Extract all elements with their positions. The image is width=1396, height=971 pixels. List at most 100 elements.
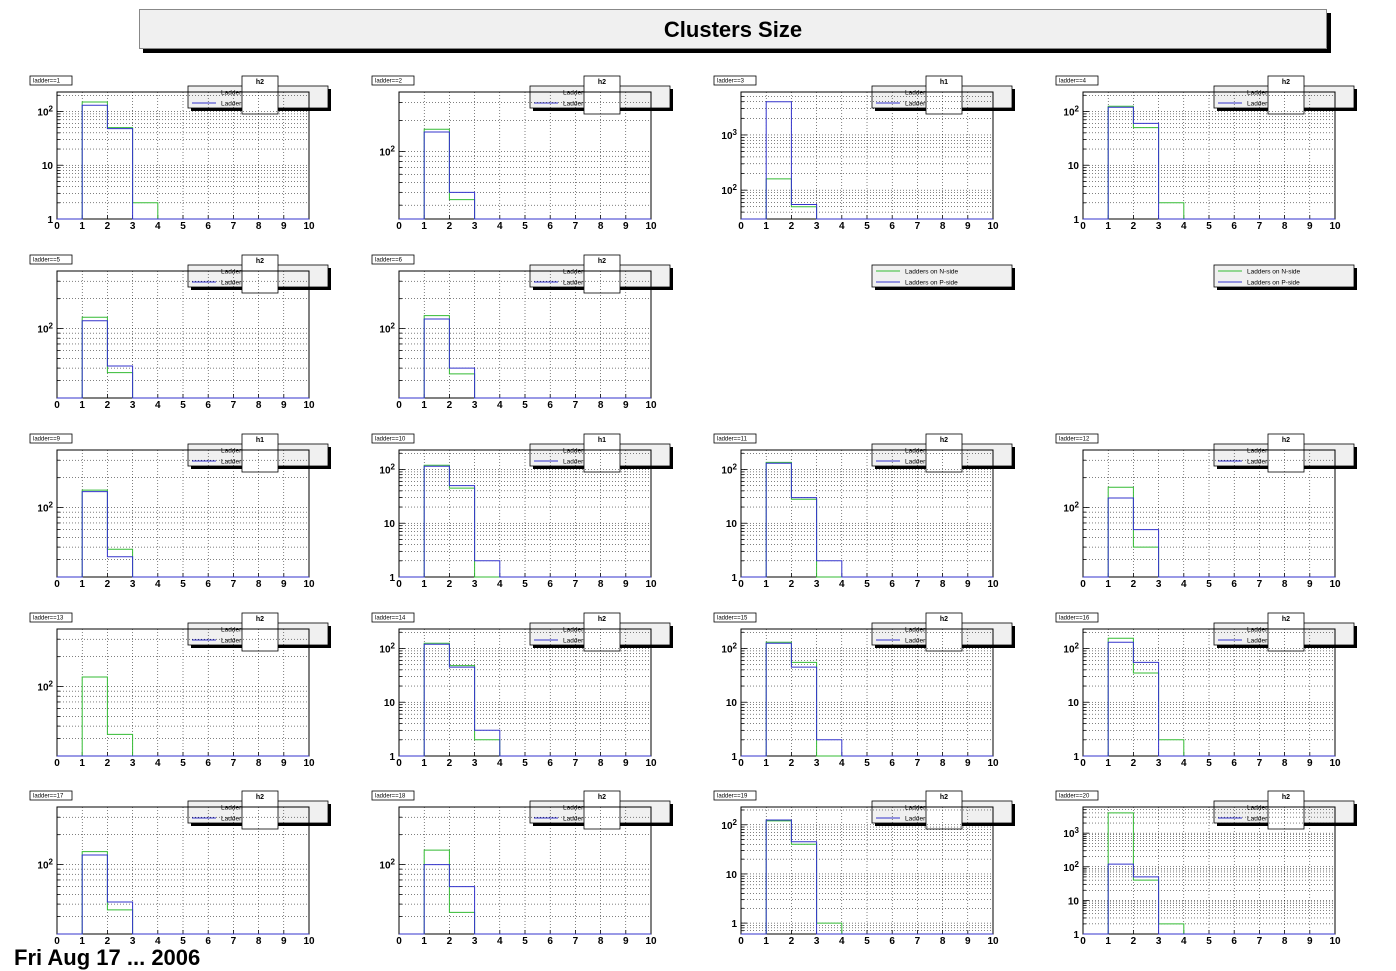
pad-title: ladder==1 [33, 79, 61, 85]
x-tick-label: 9 [623, 579, 629, 590]
x-tick-label: 3 [130, 936, 136, 947]
stats-box [925, 433, 963, 473]
x-tick-label: 1 [421, 400, 427, 411]
x-tick-label: 8 [940, 221, 946, 232]
x-tick-label: 3 [814, 936, 820, 947]
y-tick-label: 1 [389, 752, 395, 763]
x-tick-label: 7 [231, 936, 237, 947]
x-tick-label: 0 [396, 221, 402, 232]
stats-label: h2 [598, 258, 606, 265]
x-tick-label: 8 [1282, 936, 1288, 947]
x-tick-label: 4 [155, 579, 161, 590]
x-tick-label: 7 [1257, 579, 1263, 590]
x-tick-label: 8 [940, 758, 946, 769]
x-tick-label: 6 [547, 579, 553, 590]
x-tick-label: 0 [54, 579, 60, 590]
x-tick-label: 1 [79, 400, 85, 411]
x-tick-label: 5 [180, 579, 186, 590]
x-tick-label: 8 [598, 758, 604, 769]
series-p-side [399, 131, 651, 220]
x-tick-label: 5 [522, 221, 528, 232]
pad-title: ladder==19 [717, 794, 748, 800]
x-tick-label: 9 [1307, 221, 1313, 232]
pad-title: ladder==5 [33, 258, 61, 264]
x-tick-label: 5 [864, 221, 870, 232]
x-tick-label: 0 [396, 758, 402, 769]
x-tick-label: 9 [1307, 758, 1313, 769]
x-tick-label: 2 [447, 400, 453, 411]
x-tick-label: 4 [155, 400, 161, 411]
y-tick-label: 10 [42, 161, 54, 172]
y-tick-label: 102 [379, 145, 395, 159]
x-tick-label: 3 [130, 579, 136, 590]
x-tick-label: 10 [987, 221, 999, 232]
stats-label: h2 [598, 794, 606, 801]
x-tick-label: 2 [105, 221, 111, 232]
series-p-side [1083, 497, 1335, 578]
pad-label-box [371, 433, 415, 444]
stats-label: h2 [940, 437, 948, 444]
x-tick-label: 7 [231, 579, 237, 590]
x-tick-label: 8 [256, 758, 262, 769]
x-tick-label: 4 [1181, 936, 1187, 947]
canvas-title: Clusters Size [663, 17, 803, 42]
x-tick-label: 2 [789, 936, 795, 947]
stats-box [925, 612, 963, 652]
x-tick-label: 2 [1131, 579, 1137, 590]
legend-entry: Ladders on P-side [905, 280, 958, 287]
x-tick-label: 10 [1329, 758, 1341, 769]
series-p-side [399, 643, 651, 757]
pad-title: ladder==13 [33, 616, 64, 622]
x-tick-label: 3 [814, 221, 820, 232]
series-p-side [57, 104, 309, 220]
pad-label-box [29, 612, 73, 623]
pad-label-box [1055, 75, 1099, 86]
stats-box [583, 254, 621, 294]
x-tick-label: 9 [965, 758, 971, 769]
x-tick-label: 1 [79, 579, 85, 590]
x-tick-label: 4 [1181, 579, 1187, 590]
series-n-side [1083, 637, 1335, 757]
x-tick-label: 4 [497, 758, 503, 769]
x-tick-label: 3 [472, 758, 478, 769]
stats-box [241, 790, 279, 830]
x-tick-label: 4 [497, 400, 503, 411]
x-tick-label: 6 [1231, 936, 1237, 947]
y-tick-label: 102 [721, 462, 737, 476]
x-tick-label: 8 [598, 936, 604, 947]
x-tick-label: 0 [396, 936, 402, 947]
x-tick-label: 10 [303, 400, 315, 411]
x-tick-label: 10 [987, 758, 999, 769]
stats-label: h1 [940, 79, 948, 86]
x-tick-label: 10 [987, 936, 999, 947]
stats-box [241, 612, 279, 652]
x-tick-label: 6 [1231, 579, 1237, 590]
canvas-title-box: Clusters Size [139, 9, 1327, 49]
pad-title: ladder==15 [717, 616, 748, 622]
x-tick-label: 5 [864, 936, 870, 947]
x-tick-label: 7 [573, 579, 579, 590]
x-tick-label: 1 [421, 936, 427, 947]
x-tick-label: 0 [1080, 936, 1086, 947]
x-tick-label: 7 [573, 400, 579, 411]
x-tick-label: 2 [447, 758, 453, 769]
pad-label-box [29, 254, 73, 265]
x-tick-label: 4 [839, 221, 845, 232]
x-tick-label: 4 [839, 758, 845, 769]
stats-box [1267, 433, 1305, 473]
x-tick-label: 7 [573, 936, 579, 947]
x-tick-label: 3 [472, 221, 478, 232]
stats-label: h2 [940, 794, 948, 801]
stats-label: h1 [256, 437, 264, 444]
pad-title: ladder==9 [33, 437, 61, 443]
x-tick-label: 3 [1156, 936, 1162, 947]
pad-label-box [371, 254, 415, 265]
x-tick-label: 7 [231, 400, 237, 411]
x-tick-label: 8 [1282, 758, 1288, 769]
series-n-side [57, 489, 309, 578]
x-tick-label: 2 [105, 758, 111, 769]
